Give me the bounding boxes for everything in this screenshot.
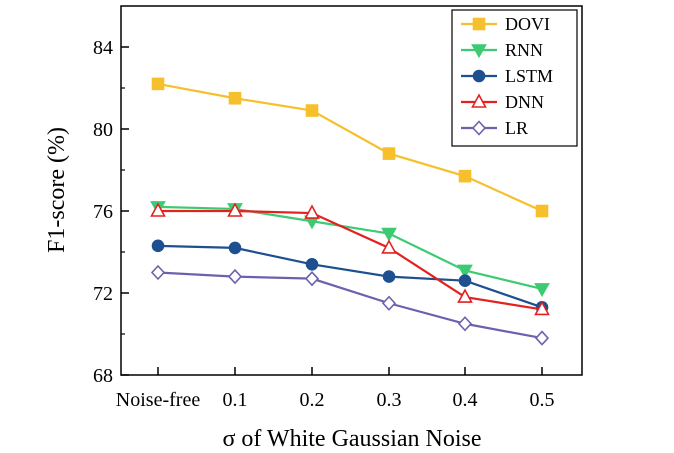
y-axis-title: F1-score (%)	[44, 127, 70, 253]
data-point-lstm	[382, 270, 396, 283]
data-point-dnn	[304, 204, 320, 219]
data-point-dnn	[227, 202, 243, 217]
data-point-dnn	[381, 239, 397, 254]
series-line-lr	[157, 271, 543, 340]
x-tick-label: 0.5	[530, 389, 555, 411]
data-point-dnn	[534, 300, 550, 316]
legend-item: LSTM	[461, 66, 553, 86]
legend-item: RNN	[461, 40, 543, 60]
data-point-lr	[534, 330, 550, 346]
legend-label: LSTM	[505, 66, 553, 86]
legend-marker	[472, 69, 486, 83]
series-lstm	[151, 239, 549, 314]
data-point-lr	[457, 316, 473, 332]
series-line-dnn	[158, 209, 543, 311]
series-line-dovi	[157, 82, 543, 213]
series-rnn	[150, 201, 550, 298]
data-point-dovi	[458, 169, 472, 183]
data-point-lstm	[151, 239, 165, 253]
data-point-lstm	[228, 241, 242, 255]
data-point-lr	[304, 270, 320, 287]
data-point-dovi	[151, 77, 165, 91]
x-tick-label: 0.2	[300, 389, 325, 411]
data-point-lr	[150, 264, 166, 281]
series-lr	[150, 264, 550, 346]
data-point-rnn	[457, 264, 473, 279]
plot-frame	[120, 5, 583, 376]
legend-marker	[471, 120, 487, 136]
x-tick-label: Noise-free	[116, 389, 201, 411]
data-point-lstm	[305, 257, 319, 271]
data-point-dovi	[228, 91, 242, 105]
series-line-lstm	[157, 244, 543, 309]
data-point-dovi	[382, 147, 396, 160]
series-dnn	[150, 202, 550, 316]
legend-marker	[471, 44, 487, 59]
data-point-dnn	[457, 288, 473, 303]
legend-marker	[471, 93, 487, 108]
data-point-lr	[227, 268, 243, 285]
data-point-rnn	[381, 227, 397, 242]
y-tick-label: 72	[93, 283, 113, 305]
y-tick-label: 68	[93, 365, 113, 387]
axis-ticks: 68 72 76 80 84 Noise-free 0.1 0.2 0.3 0.4 0.5	[93, 37, 555, 411]
series-line-rnn	[157, 205, 543, 290]
legend-item: LR	[461, 118, 528, 138]
y-tick-label: 84	[93, 37, 113, 59]
x-axis-title: σ of White Gaussian Noise	[222, 426, 481, 452]
y-tick-label: 80	[93, 119, 113, 141]
series-dovi	[151, 77, 549, 218]
x-tick-label: 0.3	[377, 389, 402, 411]
data-point-lstm	[458, 274, 472, 288]
legend-label: LR	[505, 118, 528, 138]
plot-area	[150, 77, 550, 346]
data-point-rnn	[534, 283, 550, 298]
data-point-lr	[381, 295, 397, 311]
data-point-dovi	[535, 204, 549, 218]
legend-item: DNN	[461, 92, 544, 112]
legend-item: DOVI	[461, 14, 550, 34]
legend: DOVI RNN LSTM DNN LR	[451, 9, 578, 147]
y-tick-label: 76	[93, 201, 113, 223]
legend-box	[451, 9, 578, 147]
legend-marker	[472, 17, 486, 31]
legend-label: DOVI	[505, 14, 550, 34]
data-point-dovi	[305, 104, 319, 117]
legend-label: RNN	[505, 40, 543, 60]
legend-label: DNN	[505, 92, 544, 112]
data-point-dnn	[150, 202, 166, 217]
x-tick-label: 0.4	[453, 389, 478, 411]
x-tick-label: 0.1	[223, 389, 248, 411]
